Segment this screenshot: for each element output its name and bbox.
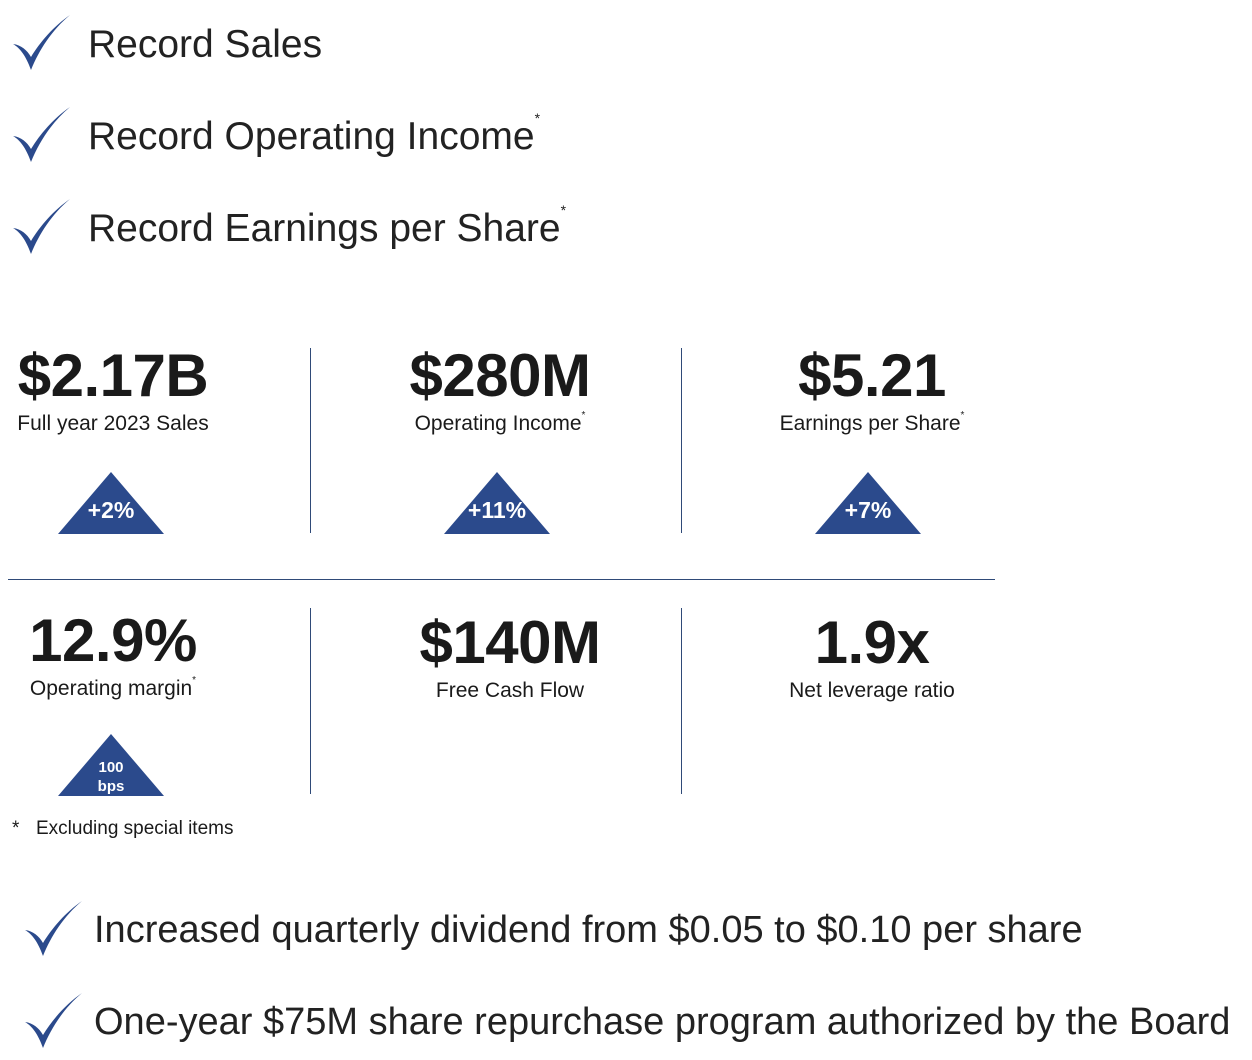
divider-vertical [681,608,682,794]
checkmark-icon [25,901,82,956]
metric-label: Full year 2023 Sales [17,412,209,435]
metric-value: $5.21 [798,342,946,409]
highlight-record-eps: Record Earnings per Share* [8,196,566,260]
footnote-text: Excluding special items [36,818,234,839]
metric-value: $2.17B [17,342,209,409]
highlight-text: Record Sales [88,22,323,66]
footnote: * Excluding special items [12,818,233,840]
highlight-text: Record Operating Income* [88,109,541,158]
highlight-text: Record Earnings per Share* [88,201,567,250]
up-triangle-icon [58,734,164,796]
footnote-symbol: * [12,818,20,839]
action-share-repurchase: One-year $75M share repurchase program a… [20,990,1230,1054]
change-badge: +11% [467,497,527,523]
metric-label: Operating margin* [29,675,197,700]
asterisk-marker: * [192,675,197,686]
checkmark-icon [25,993,82,1048]
checkmark-icon [13,199,70,254]
metric-label: Net leverage ratio [789,679,955,702]
asterisk-marker: * [960,410,965,421]
divider-vertical [310,348,311,533]
metric-value: $280M [409,342,591,409]
metric-value: 12.9% [29,607,197,674]
up-triangle-icon [444,472,550,534]
metric-operating-margin: 12.9% Operating margin* [0,611,226,701]
asterisk-marker: * [581,410,586,421]
metric-value: $140M [419,609,601,676]
highlight-record-operating-income: Record Operating Income* [8,104,540,168]
up-triangle-icon [815,472,921,534]
action-dividend: Increased quarterly dividend from $0.05 … [20,898,1083,962]
metric-sales: $2.17B Full year 2023 Sales [0,346,226,436]
divider-vertical [310,608,311,794]
metric-label: Free Cash Flow [435,679,585,702]
asterisk-marker: * [560,201,567,218]
change-badge: +7% [844,497,892,523]
metric-free-cash-flow: $140M Free Cash Flow [390,613,630,703]
asterisk-marker: * [534,109,541,126]
metric-operating-income: $280M Operating Income* [380,346,620,436]
change-badge: +2% [87,497,135,523]
metric-value: 1.9x [814,609,930,676]
action-text: One-year $75M share repurchase program a… [94,1001,1231,1043]
metric-label: Earnings per Share* [779,410,965,435]
divider-horizontal [8,579,995,580]
checkmark-icon [13,15,70,70]
change-badge: 100 bps [97,759,125,795]
metric-label: Operating Income* [414,410,586,435]
metric-net-leverage: 1.9x Net leverage ratio [752,613,992,703]
highlight-record-sales: Record Sales [8,12,322,76]
checkmark-icon [13,107,70,162]
metric-eps: $5.21 Earnings per Share* [752,346,992,436]
divider-vertical [681,348,682,533]
up-triangle-icon [58,472,164,534]
action-text: Increased quarterly dividend from $0.05 … [94,909,1083,951]
